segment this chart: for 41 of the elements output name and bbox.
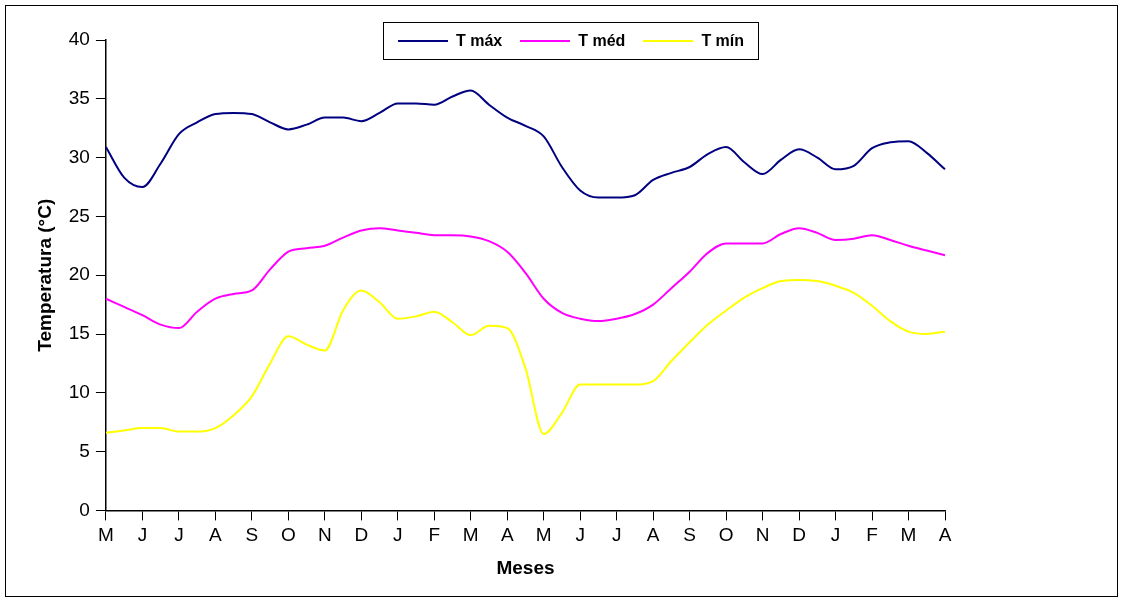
x-tick-label: A	[500, 524, 514, 546]
x-tick-label: O	[280, 524, 296, 546]
x-tick-label: O	[718, 524, 734, 546]
x-tick-label: N	[317, 524, 332, 546]
x-tick-label: M	[900, 524, 917, 546]
y-tick-label: 25	[68, 204, 90, 226]
y-tick-label: 0	[79, 498, 90, 520]
x-tick-label: J	[575, 524, 585, 546]
x-tick-label: J	[137, 524, 148, 546]
y-tick-label: 10	[68, 381, 90, 403]
y-axis-title: Temperatura (°C)	[33, 198, 55, 352]
x-tick-label: J	[611, 524, 622, 546]
legend-label: T mín	[701, 32, 745, 50]
x-tick-label: F	[428, 524, 441, 546]
y-tick-label: 35	[68, 87, 90, 109]
x-tick-label: M	[535, 524, 552, 546]
legend-label: T méd	[578, 32, 626, 50]
x-tick-label: J	[830, 524, 841, 546]
x-tick-label: D	[792, 524, 806, 546]
legend-label: T máx	[456, 32, 503, 50]
x-tick-label: D	[354, 524, 369, 546]
x-tick-label: M	[462, 524, 479, 546]
x-tick-label: A	[209, 524, 223, 546]
x-tick-label: N	[755, 524, 770, 546]
x-tick-label: J	[174, 524, 184, 546]
line-series	[104, 227, 946, 330]
x-tick-label: M	[98, 524, 114, 546]
y-tick-label: 40	[68, 28, 90, 50]
y-tick-label: 20	[68, 263, 90, 285]
y-tick-label: 5	[79, 439, 90, 461]
line-series	[104, 278, 946, 435]
x-tick-label: S	[683, 524, 696, 546]
y-tick-label: 30	[68, 145, 90, 167]
x-tick-label: F	[866, 524, 878, 546]
y-tick-label: 15	[68, 322, 90, 344]
x-axis-title: Meses	[496, 556, 555, 578]
x-tick-label: J	[393, 524, 403, 546]
line-series	[104, 89, 946, 199]
x-tick-label: A	[646, 524, 660, 546]
x-tick-label: A	[938, 524, 952, 546]
x-tick-label: S	[245, 524, 259, 546]
